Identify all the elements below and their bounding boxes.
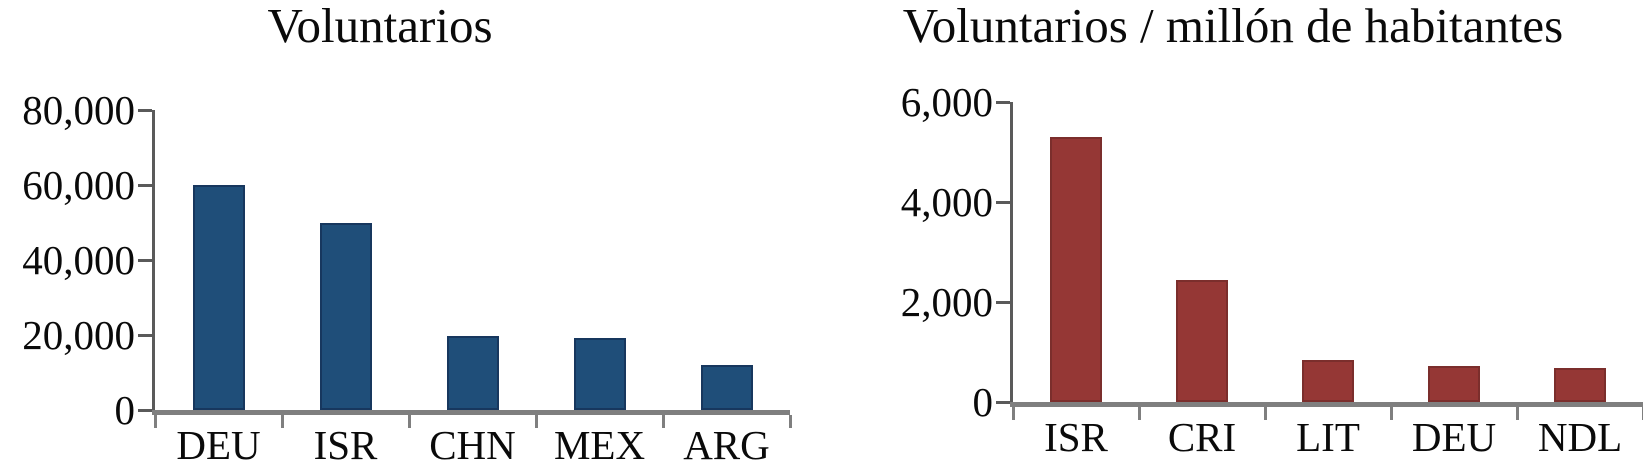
y-axis-label: 40,000 <box>22 237 135 283</box>
x-axis-label: NDL <box>1537 414 1623 460</box>
y-axis-label: 80,000 <box>22 87 135 133</box>
x-axis-tick <box>153 415 157 428</box>
bar-cri <box>1176 280 1228 402</box>
y-axis-label: 60,000 <box>22 162 135 208</box>
bar-chn <box>446 335 499 410</box>
x-axis-tick <box>661 415 665 428</box>
x-axis-tick <box>1263 407 1267 420</box>
x-axis-label: ISR <box>313 422 378 468</box>
y-axis-tick <box>138 108 152 112</box>
bar-isr <box>319 222 372 410</box>
chart-title: Voluntarios / millón de habitantes <box>902 0 1564 53</box>
bar-arg <box>700 365 753 410</box>
y-axis-tick <box>996 200 1010 204</box>
x-axis-line <box>1010 402 1643 407</box>
x-axis-tick <box>1011 407 1015 420</box>
y-axis-line <box>1010 102 1013 407</box>
y-axis-line <box>152 110 155 415</box>
y-axis-tick <box>996 300 1010 304</box>
bar-deu <box>1428 366 1480 402</box>
x-axis-tick <box>280 415 284 428</box>
y-axis-label: 2,000 <box>900 279 993 325</box>
plot-area: 0 2,000 4,000 6,000 ISR CRI LIT DEU NDL <box>901 79 1643 460</box>
y-axis-label: 4,000 <box>900 179 993 225</box>
chart-voluntarios: Voluntarios 0 20,000 40,000 60,000 80,000 DEU… <box>0 0 820 471</box>
x-axis-tick <box>407 415 411 428</box>
x-axis-label: DEU <box>176 422 261 468</box>
chart-voluntarios-por-millon: Voluntarios / millón de habitantes 0 2,00… <box>823 0 1643 471</box>
x-axis-tick <box>534 415 538 428</box>
y-axis-tick <box>996 400 1010 404</box>
x-axis-tick <box>1641 407 1643 420</box>
y-axis-tick <box>138 258 152 262</box>
bar-isr <box>1050 137 1102 402</box>
x-axis-tick <box>1515 407 1519 420</box>
y-axis-label: 0 <box>972 379 994 425</box>
x-axis-label: ARG <box>683 422 770 468</box>
bar-lit <box>1302 360 1354 402</box>
x-axis-label: CHN <box>429 422 516 468</box>
x-axis-label: LIT <box>1296 414 1360 460</box>
x-axis-label: DEU <box>1411 414 1497 460</box>
x-axis-tick <box>1389 407 1393 420</box>
bar-ndl <box>1554 368 1606 402</box>
bar-mex <box>573 337 626 410</box>
x-axis-label: ISR <box>1044 414 1108 460</box>
chart-title: Voluntarios <box>267 0 493 53</box>
x-axis-label: MEX <box>553 422 646 468</box>
x-axis-tick <box>1137 407 1141 420</box>
bar-deu <box>192 185 245 410</box>
x-axis-line <box>152 410 790 415</box>
y-axis-label: 20,000 <box>22 312 135 358</box>
y-axis-tick <box>138 333 152 337</box>
y-axis-label: 6,000 <box>900 79 993 125</box>
x-axis-label: CRI <box>1167 414 1237 460</box>
y-axis-tick <box>138 183 152 187</box>
y-axis-tick <box>996 100 1010 104</box>
y-axis-tick <box>138 408 152 412</box>
y-axis-label: 0 <box>114 387 136 433</box>
x-axis-tick <box>788 415 792 428</box>
plot-area: 0 20,000 40,000 60,000 80,000 DEU ISR CHN MEX ARG <box>22 87 792 468</box>
